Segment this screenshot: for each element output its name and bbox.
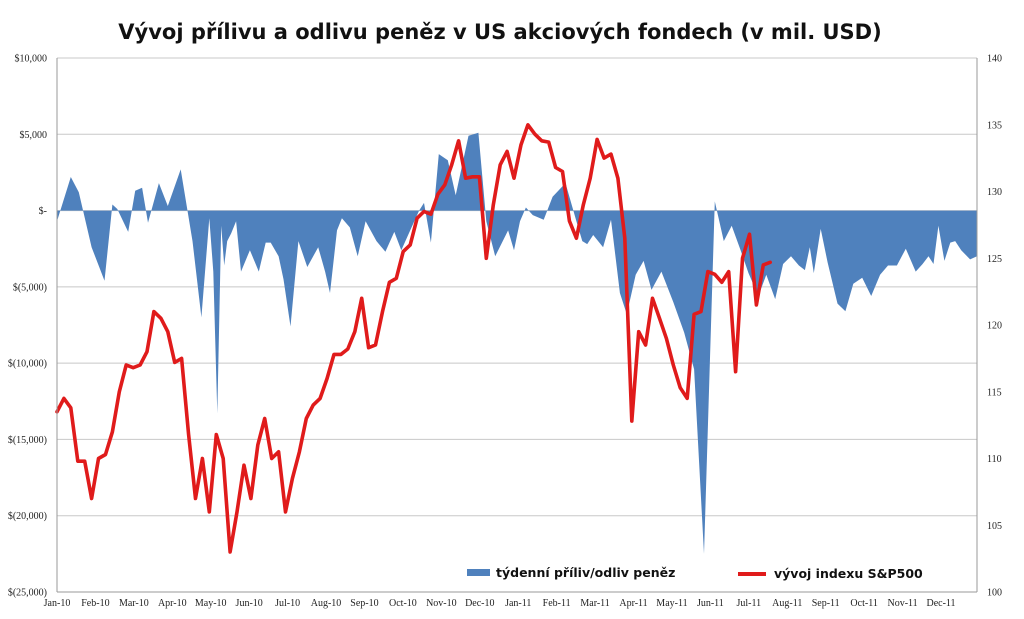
right-axis-ticks: 140 135 130 125 120 115 110 105 100 bbox=[987, 54, 1002, 599]
x-tick-label: Apr-11 bbox=[619, 598, 647, 609]
right-tick-label: 100 bbox=[987, 588, 1002, 599]
x-tick-label: Jun-11 bbox=[697, 598, 724, 609]
plot-frame bbox=[56, 58, 978, 593]
x-tick-label: Jul-10 bbox=[275, 598, 300, 609]
legend-label-line: vývoj indexu S&P500 bbox=[774, 566, 923, 581]
x-tick-label: Oct-10 bbox=[389, 598, 417, 609]
right-tick-label: 130 bbox=[987, 187, 1002, 198]
x-tick-label: May-11 bbox=[656, 598, 687, 609]
line-series-layer bbox=[55, 123, 773, 554]
x-tick-label: Feb-11 bbox=[543, 598, 571, 609]
legend-label-area: týdenní příliv/odliv peněz bbox=[496, 565, 675, 580]
right-tick-label: 110 bbox=[987, 454, 1002, 465]
x-tick-label: Jul-11 bbox=[737, 598, 762, 609]
right-tick-label: 140 bbox=[987, 54, 1002, 65]
x-tick-label: Nov-10 bbox=[426, 598, 457, 609]
x-tick-label: Jun-10 bbox=[236, 598, 263, 609]
x-tick-label: Oct-11 bbox=[850, 598, 877, 609]
right-tick-label: 105 bbox=[987, 521, 1002, 532]
line-series-sp500 bbox=[55, 123, 773, 554]
x-tick-label: Aug-11 bbox=[772, 598, 802, 609]
left-tick-label: $10,000 bbox=[15, 54, 48, 65]
right-tick-label: 120 bbox=[987, 321, 1002, 332]
x-tick-label: Dec-11 bbox=[926, 598, 955, 609]
x-tick-label: May-10 bbox=[195, 598, 227, 609]
right-tick-label: 115 bbox=[987, 387, 1002, 398]
legend: týdenní příliv/odliv peněz vývoj indexu … bbox=[467, 565, 923, 581]
x-tick-label: Apr-10 bbox=[158, 598, 187, 609]
x-axis-ticks: Jan-10 Feb-10 Mar-10 Apr-10 May-10 Jun-10 Jul-… bbox=[44, 598, 956, 609]
x-tick-label: Sep-11 bbox=[812, 598, 840, 609]
left-tick-label: $(10,000) bbox=[8, 359, 47, 370]
left-tick-label: $(20,000) bbox=[8, 511, 47, 522]
right-tick-label: 125 bbox=[987, 254, 1002, 265]
left-tick-label: $- bbox=[39, 206, 47, 217]
x-tick-label: Jan-10 bbox=[44, 598, 71, 609]
legend-swatch-area bbox=[467, 569, 490, 576]
left-tick-label: $5,000 bbox=[20, 130, 48, 141]
x-tick-label: Nov-11 bbox=[887, 598, 917, 609]
left-tick-label: $(5,000) bbox=[13, 282, 47, 293]
x-tick-label: Mar-10 bbox=[119, 598, 149, 609]
x-tick-label: Sep-10 bbox=[350, 598, 378, 609]
x-tick-label: Dec-10 bbox=[465, 598, 494, 609]
chart-title: Vývoj přílivu a odlivu peněz v US akciov… bbox=[118, 20, 881, 44]
left-axis-ticks: $10,000 $5,000 $- $(5,000) $(10,000) $(15,000… bbox=[8, 54, 47, 599]
gridlines bbox=[57, 57, 977, 593]
right-tick-label: 135 bbox=[987, 120, 1002, 131]
left-tick-label: $(15,000) bbox=[8, 435, 47, 446]
x-tick-label: Feb-10 bbox=[81, 598, 109, 609]
x-tick-label: Jan-11 bbox=[505, 598, 531, 609]
x-tick-label: Aug-10 bbox=[311, 598, 342, 609]
left-tick-label: $(25,000) bbox=[8, 588, 47, 599]
x-tick-label: Mar-11 bbox=[580, 598, 609, 609]
